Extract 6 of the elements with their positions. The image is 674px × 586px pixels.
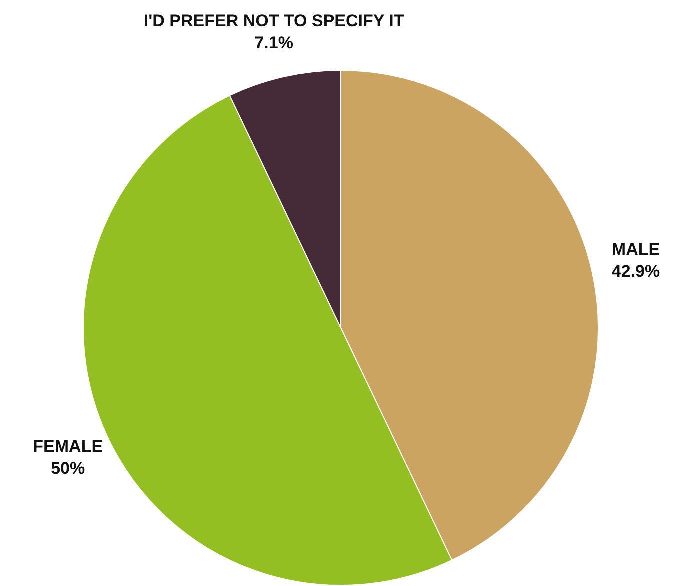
slice-label: MALE bbox=[612, 240, 660, 259]
data-label: 42.9% bbox=[612, 262, 660, 281]
data-label: 50% bbox=[51, 459, 86, 478]
data-label: 7.1% bbox=[254, 34, 294, 53]
slice-label: FEMALE bbox=[33, 437, 104, 456]
slice-label: I'D PREFER NOT TO SPECIFY IT bbox=[144, 12, 405, 31]
